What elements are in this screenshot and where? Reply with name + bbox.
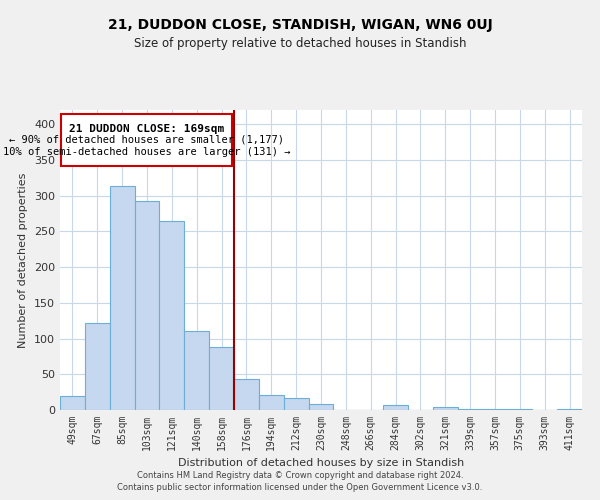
Text: Size of property relative to detached houses in Standish: Size of property relative to detached ho… [134, 38, 466, 51]
Bar [383, 405, 408, 410]
Bar [85, 323, 110, 410]
Bar [134, 200, 160, 410]
Bar [259, 395, 284, 410]
Bar [284, 398, 308, 410]
Text: 21, DUDDON CLOSE, STANDISH, WIGAN, WN6 0UJ: 21, DUDDON CLOSE, STANDISH, WIGAN, WN6 0… [107, 18, 493, 32]
Bar [110, 186, 134, 410]
X-axis label: Distribution of detached houses by size in Standish: Distribution of detached houses by size … [178, 458, 464, 468]
Bar [433, 407, 458, 410]
Text: 21 DUDDON CLOSE: 169sqm: 21 DUDDON CLOSE: 169sqm [69, 124, 224, 134]
Text: ← 90% of detached houses are smaller (1,177): ← 90% of detached houses are smaller (1,… [9, 135, 284, 145]
Bar [60, 396, 85, 410]
Text: Contains HM Land Registry data © Crown copyright and database right 2024.: Contains HM Land Registry data © Crown c… [137, 471, 463, 480]
Bar [557, 408, 582, 410]
Text: Contains public sector information licensed under the Open Government Licence v3: Contains public sector information licen… [118, 484, 482, 492]
Bar [234, 378, 259, 410]
Bar [308, 404, 334, 410]
Bar [160, 220, 184, 410]
FancyBboxPatch shape [61, 114, 232, 166]
Text: 10% of semi-detached houses are larger (131) →: 10% of semi-detached houses are larger (… [2, 147, 290, 157]
Y-axis label: Number of detached properties: Number of detached properties [19, 172, 28, 348]
Bar [209, 347, 234, 410]
Bar [184, 330, 209, 410]
